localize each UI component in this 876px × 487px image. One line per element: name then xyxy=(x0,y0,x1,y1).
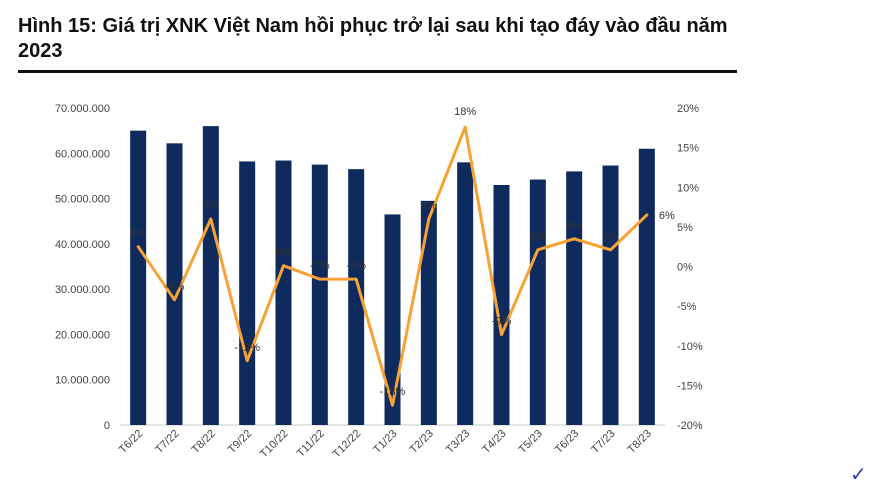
y-right-tick-label: -5% xyxy=(677,301,697,313)
chart-title: Hình 15: Giá trị XNK Việt Nam hồi phục t… xyxy=(18,15,728,62)
y-right-tick-label: 0% xyxy=(677,262,693,274)
bar xyxy=(566,171,583,425)
y-left-tick-label: 60.000.000 xyxy=(55,148,110,160)
line-data-label: 4% xyxy=(566,220,582,232)
y-left-tick-label: 70.000.000 xyxy=(55,103,110,115)
x-tick-label: T2/23 xyxy=(408,428,436,456)
y-right-tick-label: 15% xyxy=(677,143,699,155)
y-left-tick-label: 50.000.000 xyxy=(55,194,110,206)
line-data-label: 18% xyxy=(454,106,476,118)
bar xyxy=(239,161,256,426)
x-tick-label: T4/23 xyxy=(480,428,508,456)
bar xyxy=(602,165,619,425)
x-tick-label: T6/22 xyxy=(117,428,145,456)
bar xyxy=(311,164,328,425)
check-mark-icon: ✓ xyxy=(850,462,867,486)
y-right-tick-label: -10% xyxy=(677,341,703,353)
bar xyxy=(384,214,401,425)
y-left-tick-label: 10.000.000 xyxy=(55,375,110,387)
x-tick-label: T1/23 xyxy=(371,428,399,456)
y-left-tick-label: 40.000.000 xyxy=(55,239,110,251)
line-data-label: -4% xyxy=(165,281,185,293)
line-data-label: 6% xyxy=(421,200,437,212)
line-data-label: -18% xyxy=(380,386,406,398)
line-data-label: 3% xyxy=(130,228,146,240)
y-left-tick-label: 20.000.000 xyxy=(55,329,110,341)
bar xyxy=(275,160,292,425)
x-tick-label: T6/23 xyxy=(553,428,581,456)
y-right-tick-label: 5% xyxy=(677,222,693,234)
y-left-tick-label: 30.000.000 xyxy=(55,284,110,296)
growth-line xyxy=(136,125,649,407)
line-data-label: -2% xyxy=(346,260,366,272)
bar xyxy=(166,143,183,425)
line-data-label: -12% xyxy=(234,342,260,354)
x-tick-label: T8/23 xyxy=(626,428,654,456)
x-tick-label: T5/23 xyxy=(517,428,545,456)
x-tick-label: T8/22 xyxy=(190,428,218,456)
x-tick-label: T10/22 xyxy=(258,428,291,461)
y-right-tick-label: 10% xyxy=(677,182,699,194)
line-data-label: -2% xyxy=(310,260,330,272)
x-tick-label: T12/22 xyxy=(331,428,364,461)
line-data-label: 6% xyxy=(203,200,219,212)
bar xyxy=(529,179,546,425)
bar xyxy=(130,130,147,425)
line-data-label: 2% xyxy=(530,231,546,243)
y-left-tick-label: 0 xyxy=(104,420,110,432)
y-right-tick-label: -15% xyxy=(677,380,703,392)
bar xyxy=(202,126,219,425)
y-right-tick-label: -20% xyxy=(677,420,703,432)
bar xyxy=(638,148,655,425)
x-tick-label: T9/22 xyxy=(226,428,254,456)
line-data-label: -9% xyxy=(492,316,512,328)
x-tick-label: T3/23 xyxy=(444,428,472,456)
bar xyxy=(348,169,365,425)
x-tick-label: T7/23 xyxy=(589,428,617,456)
y-right-tick-label: 20% xyxy=(677,103,699,115)
x-tick-label: T11/22 xyxy=(295,428,327,460)
x-tick-label: T7/22 xyxy=(153,428,181,456)
bar xyxy=(493,184,510,425)
line-data-label: 2% xyxy=(603,231,619,243)
title-underline xyxy=(18,70,737,73)
bar xyxy=(420,200,437,425)
line-data-label: 0% xyxy=(276,247,292,259)
line-data-label: 6% xyxy=(659,210,675,222)
bar xyxy=(457,162,474,426)
